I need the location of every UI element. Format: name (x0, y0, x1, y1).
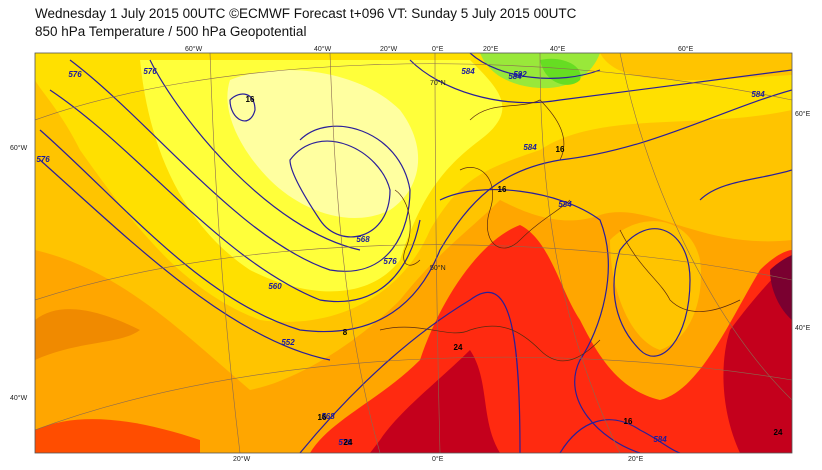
height-label: 576 (143, 67, 157, 76)
height-label: 584 (751, 90, 765, 99)
graticule-label: 60°W (185, 45, 203, 53)
graticule-label: 50°N (430, 264, 446, 272)
temperature-label: 16 (556, 145, 565, 154)
graticule-label: 40°E (550, 45, 566, 53)
height-label: 560 (268, 282, 282, 291)
height-label: 568 (321, 412, 335, 421)
graticule-label: 0°E (432, 45, 444, 53)
temperature-label: 24 (344, 438, 353, 447)
graticule-label: 40°W (314, 45, 332, 53)
height-label: 584 (508, 72, 522, 81)
height-label: 576 (68, 70, 82, 79)
graticule-label: 20°W (380, 45, 398, 53)
height-label: 584 (558, 200, 572, 209)
height-label: 576 (383, 257, 397, 266)
height-label: 592 (513, 70, 527, 79)
temperature-label: 16 (498, 185, 507, 194)
height-label: 576 (338, 438, 352, 447)
height-label: 576 (36, 155, 50, 164)
temperature-label: 16 (624, 417, 633, 426)
graticule-label: 20°E (483, 45, 499, 53)
temperature-label: 24 (774, 428, 783, 437)
temperature-label: 16 (318, 413, 327, 422)
subtitle: 850 hPa Temperature / 500 hPa Geopotenti… (35, 24, 306, 39)
graticule-label: 70°N (430, 79, 446, 87)
temperature-label: 8 (343, 328, 348, 337)
graticule-label: 60°E (678, 45, 694, 53)
graticule-label: 40°E (795, 324, 811, 332)
temperature-label: 16 (246, 95, 255, 104)
title: Wednesday 1 July 2015 00UTC ©ECMWF Forec… (35, 6, 577, 21)
height-label: 552 (281, 338, 295, 347)
graticule-label: 0°E (432, 455, 444, 463)
height-label: 568 (356, 235, 370, 244)
height-label: 584 (653, 435, 667, 444)
height-label: 584 (523, 143, 537, 152)
temperature-label: 24 (454, 343, 463, 352)
map-frame (34, 52, 793, 454)
graticule-label: 40°W (10, 394, 28, 402)
graticule-label: 60°W (10, 144, 28, 152)
graticule-label: 60°E (795, 110, 811, 118)
graticule-label: 20°E (628, 455, 644, 463)
map-field (35, 53, 792, 453)
height-label: 584 (461, 67, 475, 76)
graticule-label: 20°W (233, 455, 251, 463)
